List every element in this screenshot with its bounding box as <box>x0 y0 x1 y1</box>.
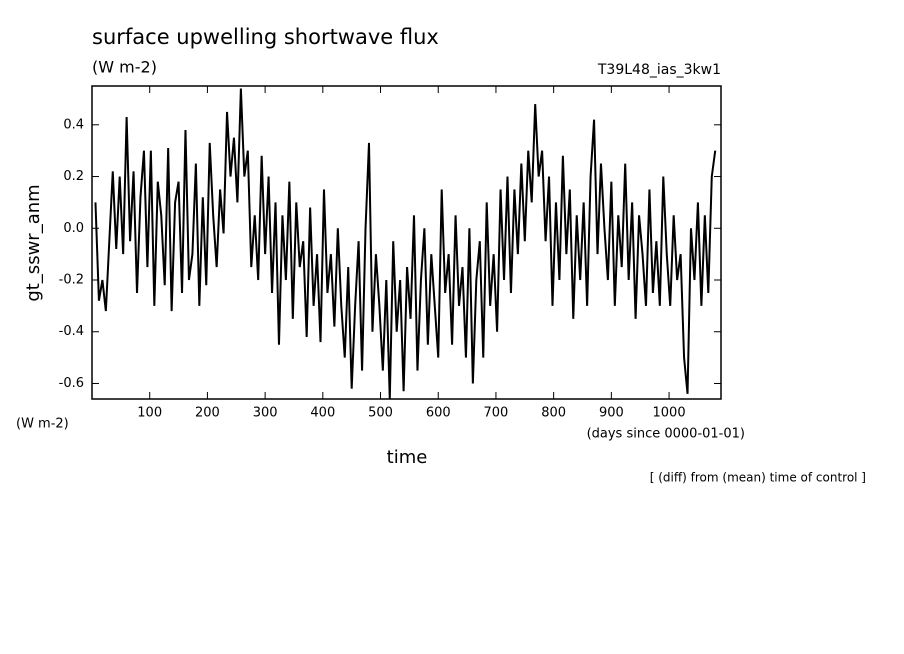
y-tick-label: -0.2 <box>59 273 84 288</box>
y-tick-label: -0.6 <box>59 376 84 391</box>
x-tick-label: 700 <box>484 406 509 421</box>
x-unit: (days since 0000-01-01) <box>587 427 745 442</box>
x-tick-label: 600 <box>426 406 451 421</box>
x-tick-label: 100 <box>137 406 162 421</box>
y-tick-label: -0.4 <box>59 324 84 339</box>
plot-frame <box>91 85 722 400</box>
x-tick-label: 200 <box>195 406 220 421</box>
note: [ (diff) from (mean) time of control ] <box>650 471 866 485</box>
chart-title: surface upwelling shortwave flux <box>92 25 439 49</box>
x-tick-label: 400 <box>310 406 335 421</box>
x-tick-label: 900 <box>599 406 624 421</box>
x-tick-label: 1000 <box>653 406 686 421</box>
x-axis-label: time <box>387 447 428 468</box>
x-tick-label: 300 <box>253 406 278 421</box>
subtitle: (W m-2) <box>92 58 157 77</box>
y-tick-label: 0.4 <box>63 117 84 132</box>
y-tick-label: 0.2 <box>63 169 84 184</box>
x-tick-label: 500 <box>368 406 393 421</box>
y-unit: (W m-2) <box>16 417 69 432</box>
x-tick-label: 800 <box>541 406 566 421</box>
y-tick-label: 0.0 <box>63 221 84 236</box>
y-axis-label: gt_sswr_anm <box>23 184 44 301</box>
data-line <box>94 88 717 400</box>
experiment-label: T39L48_ias_3kw1 <box>597 62 721 78</box>
